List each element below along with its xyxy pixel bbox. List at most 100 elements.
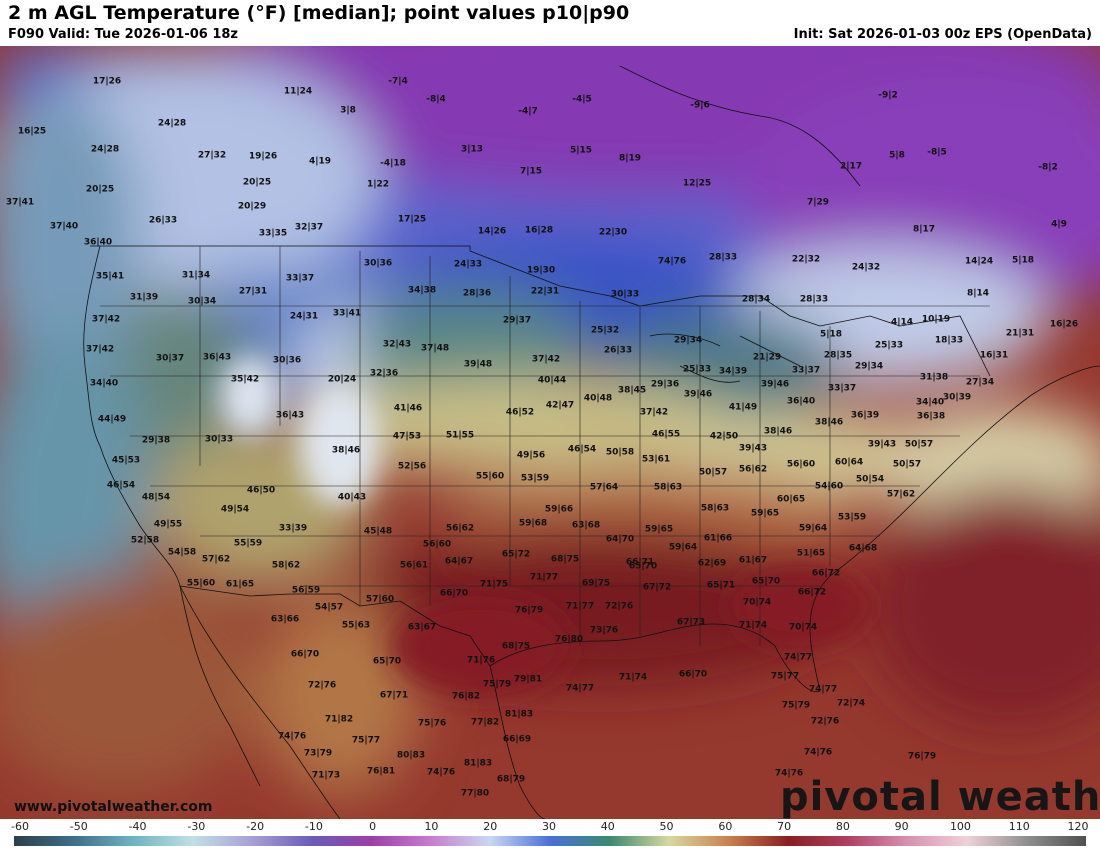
site-url[interactable]: www.pivotalweather.com <box>14 799 213 815</box>
point-value: 59|65 <box>644 524 674 535</box>
point-value: 39|43 <box>738 443 768 454</box>
point-value: 60|65 <box>776 494 806 505</box>
point-value: 27|32 <box>197 150 227 161</box>
point-value: 30|36 <box>363 258 393 269</box>
point-value: 75|77 <box>351 735 381 746</box>
point-value: 56|61 <box>399 560 429 571</box>
point-value: 7|29 <box>806 197 830 208</box>
point-value: 56|62 <box>738 464 768 475</box>
point-value: 56|60 <box>422 539 452 550</box>
point-value: 71|73 <box>311 770 341 781</box>
point-value: 30|33 <box>204 434 234 445</box>
point-value: 19|30 <box>526 265 556 276</box>
point-value: 57|60 <box>365 594 395 605</box>
point-value: 50|58 <box>605 447 635 458</box>
point-value: 39|46 <box>760 379 790 390</box>
point-value: 63|66 <box>270 614 300 625</box>
gulf-coast <box>489 365 1100 693</box>
point-value: 75|79 <box>482 679 512 690</box>
scale-tick-label: 10 <box>424 820 439 833</box>
point-value: 54|60 <box>814 481 844 492</box>
point-value: 39|48 <box>463 359 493 370</box>
point-value: 56|62 <box>445 523 475 534</box>
point-value: 20|29 <box>237 201 267 212</box>
point-value: 37|42 <box>91 314 121 325</box>
point-value: 65|70 <box>628 561 658 572</box>
point-value: 74|77 <box>783 652 813 663</box>
point-value: 66|72 <box>811 568 841 579</box>
point-value: 38|46 <box>814 417 844 428</box>
point-value: 27|34 <box>965 377 995 388</box>
point-value: 25|33 <box>682 364 712 375</box>
baja <box>179 585 261 787</box>
point-value: 56|59 <box>291 585 321 596</box>
point-value: 64|70 <box>605 534 635 545</box>
point-value: -9|2 <box>878 90 898 101</box>
point-value: 38|45 <box>617 385 647 396</box>
scale-bar <box>14 836 1086 846</box>
point-value: 72|74 <box>836 698 866 709</box>
point-value: 61|67 <box>738 555 768 566</box>
point-value: 76|81 <box>366 766 396 777</box>
point-value: 5|15 <box>569 145 593 156</box>
point-value: 63|68 <box>571 520 601 531</box>
point-value: -4|7 <box>518 106 538 117</box>
point-value: -8|4 <box>426 94 446 105</box>
mexico-coast <box>179 585 341 819</box>
point-value: 32|37 <box>294 222 324 233</box>
point-value: 22|32 <box>791 254 821 265</box>
point-value: 41|46 <box>393 403 423 414</box>
point-value: 36|39 <box>850 410 880 421</box>
point-value: 55|60 <box>475 471 505 482</box>
point-value: 28|33 <box>708 252 738 263</box>
point-value: 60|64 <box>834 457 864 468</box>
valid-time: F090 Valid: Tue 2026-01-06 18z <box>8 27 238 42</box>
point-value: -4|5 <box>572 94 592 105</box>
point-value: 79|81 <box>513 674 543 685</box>
point-value: 26|33 <box>148 215 178 226</box>
point-value: 65|72 <box>501 549 531 560</box>
hudson-bay <box>619 65 861 187</box>
point-value: 56|60 <box>786 459 816 470</box>
point-value: 39|43 <box>867 439 897 450</box>
point-value: 74|77 <box>565 683 595 694</box>
point-value: 71|76 <box>466 655 496 666</box>
point-value: 81|83 <box>463 758 493 769</box>
scale-tick-label: 80 <box>835 820 850 833</box>
point-value: 16|31 <box>979 350 1009 361</box>
point-value: 71|77 <box>565 601 595 612</box>
point-value: -8|5 <box>927 147 947 158</box>
point-value: 8|19 <box>618 153 642 164</box>
point-value: 14|24 <box>964 256 994 267</box>
point-value: 19|26 <box>248 151 278 162</box>
point-value: 31|39 <box>129 292 159 303</box>
point-value: 4|9 <box>1051 219 1067 230</box>
point-value: 75|77 <box>770 671 800 682</box>
point-value: 26|33 <box>603 345 633 356</box>
point-value: 17|26 <box>92 76 122 87</box>
scale-tick-label: 50 <box>659 820 674 833</box>
point-value: 72|76 <box>604 601 634 612</box>
point-value: 35|41 <box>95 271 125 282</box>
west-coast <box>83 245 181 587</box>
point-value: 45|53 <box>111 455 141 466</box>
point-value: 67|71 <box>379 690 409 701</box>
point-value: 27|31 <box>238 286 268 297</box>
point-value: 50|54 <box>855 474 885 485</box>
scale-tick-label: -40 <box>128 820 147 833</box>
point-value: 70|74 <box>742 597 772 608</box>
point-value: 36|43 <box>275 410 305 421</box>
point-value: 67|72 <box>642 582 672 593</box>
point-value: 16|26 <box>1049 319 1079 330</box>
point-value: 75|79 <box>781 700 811 711</box>
point-value: 34|40 <box>915 397 945 408</box>
scale-tick-label: -30 <box>187 820 206 833</box>
temperature-map[interactable]: 17|26 16|25 24|28 20|25 37|41 24|28 27|3… <box>0 46 1100 819</box>
point-value: 50|57 <box>904 439 934 450</box>
point-value: 58|63 <box>653 482 683 493</box>
scale-tick-label: 120 <box>1067 820 1089 833</box>
point-value: 62|69 <box>697 558 727 569</box>
point-value: 37|48 <box>420 343 450 354</box>
point-value: 21|31 <box>1005 328 1035 339</box>
point-value: 30|39 <box>942 392 972 403</box>
